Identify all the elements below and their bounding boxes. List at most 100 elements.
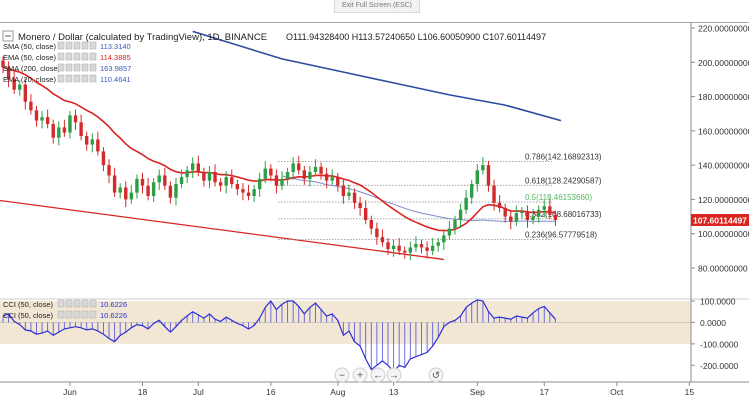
zoom-in-button[interactable]: +	[352, 367, 368, 383]
candle-up	[179, 177, 184, 185]
candle-down	[241, 189, 245, 193]
candle-down	[269, 168, 273, 176]
cci-control-icon[interactable]	[65, 310, 73, 319]
indicator-control-icon[interactable]	[73, 41, 81, 50]
cci-control-icon[interactable]	[89, 299, 97, 308]
indicator-control-icon[interactable]	[65, 63, 73, 72]
pane-separator[interactable]	[0, 298, 749, 300]
candle-up	[447, 228, 452, 236]
indicator-control-icon[interactable]	[57, 74, 65, 83]
cci-control-icon[interactable]	[57, 299, 65, 308]
cci-legend-value: 10.6226	[100, 311, 127, 320]
cci-axis[interactable]: 100.0000 0.0000 -100.0000 -200.0000	[691, 297, 739, 371]
candle-up	[536, 209, 541, 217]
zoom-out-button[interactable]: −	[334, 367, 350, 383]
candle-down	[1, 60, 5, 68]
candle-up	[151, 182, 156, 197]
candle-down	[297, 163, 301, 171]
indicator-control-icon[interactable]	[57, 52, 65, 61]
candle-up	[280, 178, 284, 186]
candle-down	[124, 187, 128, 200]
scroll-right-button[interactable]: →	[386, 367, 402, 383]
indicator-control-icon[interactable]	[65, 52, 73, 61]
candles	[1, 56, 558, 261]
indicator-control-icon[interactable]	[73, 74, 81, 83]
indicator-control-icon[interactable]	[89, 41, 97, 50]
time-tick-label: Oct	[610, 387, 624, 397]
candle-down	[324, 173, 329, 181]
price-axis[interactable]: 220.00000000 200.00000000 180.00000000 160.…	[690, 22, 749, 382]
reset-icon: ↺	[432, 371, 440, 382]
indicator-control-icon[interactable]	[89, 63, 97, 72]
indicator-control-icon[interactable]	[65, 74, 73, 83]
price-tick-label: 220.00000000	[698, 24, 749, 34]
time-tick-label: Sep	[470, 387, 485, 397]
price-tick-label: 80.00000000	[698, 264, 748, 274]
cci-tick-label: 0.0000	[700, 318, 726, 328]
candle-up	[157, 175, 161, 183]
zoom-in-icon: +	[357, 371, 363, 382]
candle-down	[73, 115, 78, 123]
candle-up	[414, 244, 418, 248]
indicator-control-icon[interactable]	[57, 41, 65, 50]
candle-up	[191, 163, 195, 171]
candle-up	[531, 216, 535, 221]
scroll-left-icon-bg	[370, 367, 386, 383]
candle-down	[397, 245, 401, 251]
time-axis[interactable]: Jun 18 Jul 16 Aug 13 Sep 17 Oct 15	[0, 381, 749, 397]
candle-up	[542, 206, 546, 210]
indicator-control-icon[interactable]	[81, 52, 89, 61]
cci-control-icon[interactable]	[73, 299, 81, 308]
candle-up	[330, 177, 334, 181]
cci-control-icon[interactable]	[81, 299, 89, 308]
indicator-control-icon[interactable]	[81, 74, 89, 83]
time-tick-label: Aug	[330, 387, 345, 397]
cci-legend-name: CCI (50, close)	[3, 311, 54, 320]
main-legend: Monero / Dollar (calculated by TradingVi…	[2, 30, 546, 43]
candle-up	[118, 187, 122, 193]
indicator-control-icon[interactable]	[89, 52, 97, 61]
indicator-control-icon[interactable]	[89, 74, 97, 83]
candle-up	[90, 139, 94, 145]
time-tick-label: Jun	[63, 387, 77, 397]
candle-down	[425, 247, 429, 251]
last-price-label: 107.60114497	[693, 216, 747, 226]
exit-fullscreen-button[interactable]: Exit Full Screen (ESC)	[334, 0, 420, 13]
candle-down	[497, 202, 502, 209]
candle-down	[218, 182, 223, 186]
scroll-left-button[interactable]: ←	[370, 367, 386, 383]
candle-up	[347, 192, 351, 197]
indicator-control-icon[interactable]	[81, 41, 89, 50]
candle-up	[285, 172, 290, 179]
price-tick-label: 160.00000000	[698, 126, 749, 136]
indicator-control-icon[interactable]	[57, 63, 65, 72]
candle-down	[352, 192, 357, 203]
indicator-name: SMA (50, close)	[3, 42, 56, 51]
cci-control-icon[interactable]	[81, 310, 89, 319]
candle-down	[525, 211, 530, 221]
indicator-value: 110.4641	[100, 75, 131, 84]
time-tick-label: 18	[138, 387, 148, 397]
indicator-value: 163.9857	[100, 64, 131, 73]
indicator-control-icon[interactable]	[73, 63, 81, 72]
cci-control-icon[interactable]	[57, 310, 65, 319]
reset-button[interactable]: ↺	[428, 367, 444, 383]
indicator-control-icon[interactable]	[73, 52, 81, 61]
candle-down	[146, 185, 150, 197]
indicator-control-icon[interactable]	[65, 41, 73, 50]
trendline-layer	[0, 199, 444, 261]
indicator-control-icon[interactable]	[81, 63, 89, 72]
candle-down	[213, 172, 217, 183]
time-tick-label: 15	[685, 387, 695, 397]
ohlc-values: O111.94328400 H113.57240650 L106.6005090…	[286, 32, 546, 42]
candle-down	[486, 165, 491, 186]
time-tick-label: 13	[389, 387, 399, 397]
scroll-right-icon-bg	[386, 367, 402, 383]
candle-down	[492, 185, 496, 203]
cci-control-icon[interactable]	[73, 310, 81, 319]
sma200-line	[192, 30, 562, 122]
cci-control-icon[interactable]	[89, 310, 97, 319]
cci-control-icon[interactable]	[65, 299, 73, 308]
candle-up	[18, 84, 22, 90]
